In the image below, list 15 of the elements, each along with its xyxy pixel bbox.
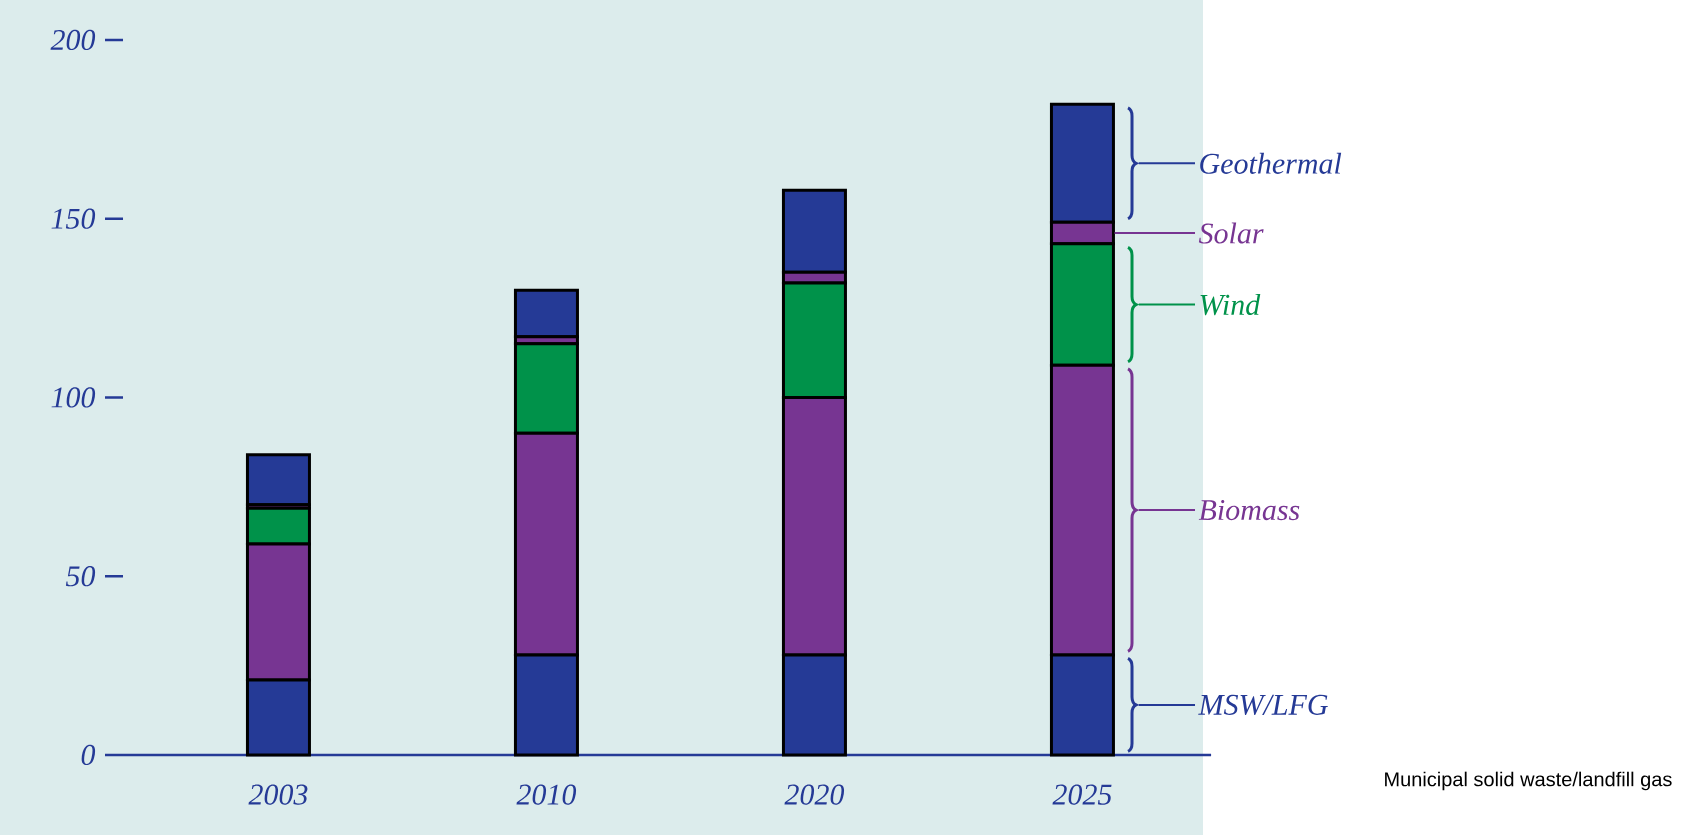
x-tick-label: 2003: [248, 784, 308, 805]
legend-label: Wind: [1200, 293, 1261, 316]
y-tick-label: 150: [51, 208, 96, 229]
x-tick-label: 2010: [516, 784, 577, 805]
y-tick-label: 0: [81, 744, 96, 766]
y-tick-label: 200: [50, 29, 96, 51]
x-tick-label: 2025: [1052, 784, 1112, 805]
legend-label: Biomass: [1198, 500, 1300, 521]
x-tick-label: 2020: [784, 784, 845, 805]
legend-label: MSW/LFG: [1198, 694, 1328, 716]
y-tick-label: 50: [65, 566, 96, 587]
text: Municipal solid waste/landfill gas: [1385, 771, 1672, 791]
y-tick-label: 100: [51, 387, 96, 408]
legend-label: Solar: [1198, 222, 1264, 244]
legend-label: Geothermal: [1200, 152, 1342, 174]
